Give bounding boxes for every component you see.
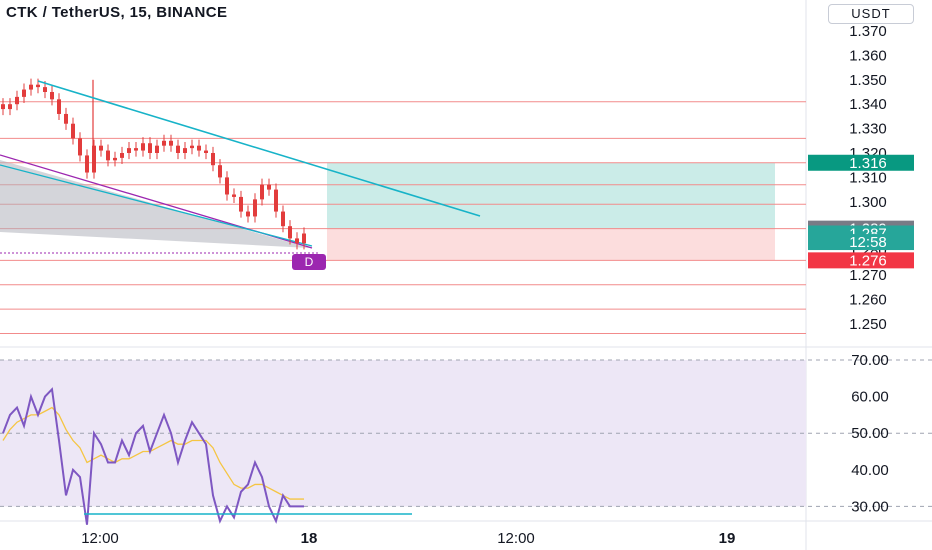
- candle-body: [134, 148, 138, 151]
- candle-body: [71, 123, 75, 139]
- candle-body: [239, 196, 243, 212]
- candle-body: [113, 157, 117, 161]
- candle-body: [8, 104, 12, 110]
- candle-body: [64, 113, 68, 124]
- price-tick-label: 1.350: [849, 72, 887, 89]
- candle-body: [169, 140, 173, 146]
- upper-trend-line: [37, 80, 481, 217]
- candle-body: [288, 226, 292, 239]
- candle-body: [162, 140, 166, 146]
- rsi-tick-label: 60.00: [851, 389, 889, 406]
- candle-body: [29, 84, 33, 90]
- price-tick-label: 1.260: [849, 291, 887, 308]
- time-tick-label: 12:00: [81, 530, 119, 547]
- candle-body: [106, 150, 110, 161]
- candle-body: [1, 104, 5, 110]
- candle-body: [232, 194, 236, 197]
- candle-body: [211, 153, 215, 166]
- currency-unit-button[interactable]: USDT: [828, 4, 914, 24]
- price-tick-label: 1.270: [849, 267, 887, 284]
- rsi-tick-label: 50.00: [851, 425, 889, 442]
- price-tick-label: 1.250: [849, 316, 887, 333]
- rsi-ma-line: [2, 406, 304, 500]
- candle-body: [99, 145, 103, 151]
- candle-body: [141, 143, 145, 151]
- candle-body: [204, 150, 208, 153]
- price-tick-label: 1.330: [849, 121, 887, 138]
- price-tick-label: 1.340: [849, 96, 887, 113]
- candle-body: [295, 238, 299, 244]
- price-tick-label: 1.370: [849, 23, 887, 40]
- candle-body: [218, 165, 222, 178]
- price-axis-tag: [808, 154, 914, 171]
- candle-body: [148, 143, 152, 153]
- candle-body: [302, 233, 306, 244]
- rsi-tick-label: 30.00: [851, 498, 889, 515]
- candle-body: [246, 211, 250, 217]
- candle-body: [36, 84, 40, 88]
- candle-body: [183, 148, 187, 153]
- candle-body: [127, 148, 131, 153]
- candle-body: [92, 145, 96, 173]
- stop-loss-zone: [327, 228, 775, 261]
- candle-body: [22, 89, 26, 97]
- candle-body: [78, 138, 82, 156]
- price-axis-tag-label: 1.276: [849, 252, 887, 269]
- time-tick-label: 18: [301, 530, 318, 547]
- rsi-tick-label: 40.00: [851, 462, 889, 479]
- price-tick-label: 1.310: [849, 169, 887, 186]
- candle-body: [176, 145, 180, 153]
- time-tick-label: 19: [719, 530, 736, 547]
- pattern-badge: [292, 254, 326, 270]
- candle-body: [260, 184, 264, 200]
- candle-body: [57, 99, 61, 114]
- candle-body: [253, 199, 257, 217]
- lower-wedge-line: [0, 164, 313, 247]
- candle-body: [120, 153, 124, 158]
- rsi-tick-label: 70.00: [851, 352, 889, 369]
- candle-body: [267, 184, 271, 190]
- candle-body: [281, 211, 285, 227]
- candle-body: [274, 189, 278, 212]
- price-axis-tag-label: 12:58: [849, 234, 887, 251]
- time-tick-label: 12:00: [497, 530, 535, 547]
- rsi-line: [2, 387, 304, 525]
- candle-body: [225, 177, 229, 195]
- candle-body: [85, 155, 89, 173]
- price-axis-tag: [808, 234, 914, 251]
- candle-body: [50, 92, 54, 100]
- candle-body: [155, 145, 159, 153]
- take-profit-zone: [327, 162, 775, 229]
- price-tick-label: 1.360: [849, 47, 887, 64]
- price-axis-tag: [808, 252, 914, 269]
- candle-body: [190, 145, 194, 149]
- candle-body: [15, 96, 19, 105]
- candle-body: [43, 87, 47, 92]
- price-axis-tag-label: 1.316: [849, 155, 887, 172]
- symbol-title: CTK / TetherUS, 15, BINANCE: [6, 4, 228, 21]
- candle-body: [197, 145, 201, 151]
- pattern-badge-label: D: [305, 255, 314, 269]
- price-tick-label: 1.300: [849, 194, 887, 211]
